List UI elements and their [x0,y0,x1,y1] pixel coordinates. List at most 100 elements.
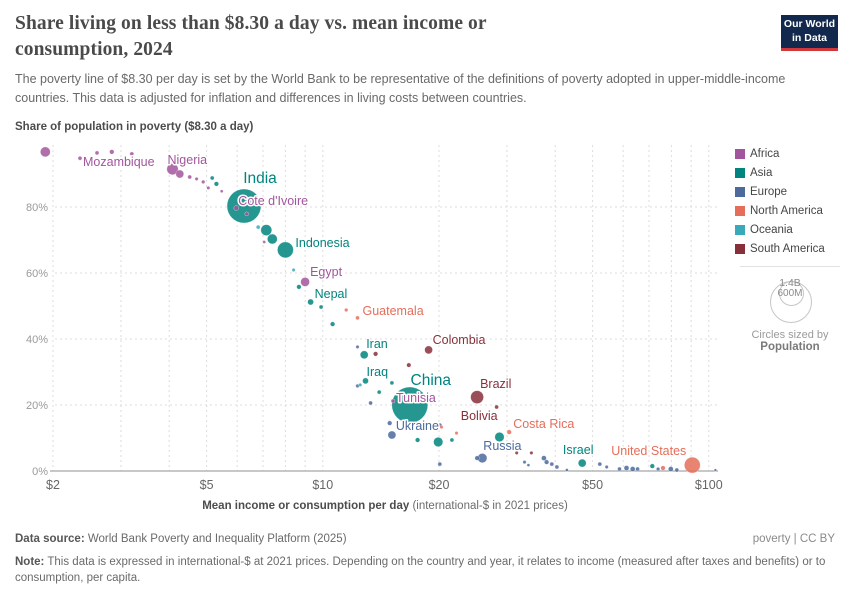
data-point-europe[interactable] [522,460,527,464]
data-point-africa[interactable] [150,160,155,166]
data-point-europe[interactable] [526,463,531,467]
data-point-south-america[interactable] [373,351,379,357]
data-point-africa[interactable] [201,179,206,184]
data-point-europe[interactable] [387,420,393,426]
data-point-asia[interactable] [330,321,336,327]
country-label-mozambique: Mozambique [83,155,155,169]
data-point-north-america[interactable] [344,308,349,312]
data-point-europe[interactable] [474,455,480,461]
data-point-nepal[interactable] [307,298,314,306]
data-point-europe[interactable] [713,468,717,472]
data-point-south-america[interactable] [406,362,412,368]
data-point-north-america[interactable] [439,425,444,429]
data-point-asia[interactable] [449,437,455,443]
data-point-asia[interactable] [389,380,395,386]
legend-item-north-america[interactable]: North America [735,205,825,217]
x-tick-label: $50 [582,478,603,492]
data-point-europe[interactable] [635,466,640,472]
legend-item-south-america[interactable]: South America [735,243,825,255]
data-point-north-america[interactable] [660,465,666,471]
data-point-oceania[interactable] [358,383,363,387]
data-point-oceania[interactable] [291,268,296,272]
data-point-ukraine[interactable] [387,430,397,440]
data-point-africa[interactable] [187,174,192,180]
data-point-asia[interactable] [377,389,382,395]
data-point-europe[interactable] [617,466,622,472]
data-point-africa[interactable] [244,211,249,217]
data-point-egypt[interactable] [300,277,310,287]
data-point-north-america[interactable] [454,431,459,435]
data-point-africa[interactable] [40,146,51,158]
data-point-tunisia[interactable] [390,398,396,404]
data-point-oceania[interactable] [256,224,261,230]
data-point-china[interactable] [391,386,428,424]
data-point-south-america[interactable] [529,451,534,455]
data-point-asia[interactable] [318,304,324,310]
data-point-cote-d-ivoire[interactable] [233,205,239,211]
license-link[interactable]: poverty | CC BY [752,533,835,545]
data-point-asia[interactable] [210,175,215,181]
legend-item-oceania[interactable]: Oceania [735,224,825,236]
data-point-europe[interactable] [541,455,547,461]
country-label-russia: Russia [483,439,521,453]
data-point-iran[interactable] [360,350,369,359]
size-legend-small-circle [778,281,804,306]
data-point-europe[interactable] [355,345,360,349]
data-point-europe[interactable] [656,467,661,471]
data-point-south-america[interactable] [410,395,414,399]
country-label-costa-rica: Costa Rica [513,417,574,431]
data-point-costa-rica[interactable] [506,429,512,435]
data-point-colombia[interactable] [424,345,433,355]
data-point-africa[interactable] [206,186,211,190]
data-point-africa[interactable] [175,169,184,179]
data-point-africa[interactable] [129,151,134,157]
y-tick-label: 20% [26,400,48,412]
data-point-asia[interactable] [494,432,505,442]
data-point-africa[interactable] [194,177,199,181]
country-label-china: China [411,372,452,389]
data-point-asia[interactable] [649,463,655,469]
data-point-europe[interactable] [630,466,636,472]
data-point-asia[interactable] [433,437,444,447]
legend-item-europe[interactable]: Europe [735,186,825,198]
data-point-united-states[interactable] [684,456,701,474]
data-point-south-america[interactable] [514,451,519,455]
owid-logo[interactable]: Our World in Data [781,15,838,51]
data-point-nigeria[interactable] [166,163,179,175]
data-point-europe[interactable] [674,467,679,473]
data-point-asia[interactable] [385,375,390,379]
data-point-africa[interactable] [220,189,224,193]
data-point-europe[interactable] [565,468,569,472]
data-point-africa[interactable] [403,395,407,399]
data-point-asia[interactable] [213,181,219,187]
data-point-europe[interactable] [544,459,550,465]
data-point-africa[interactable] [94,150,100,156]
data-point-guatemala[interactable] [355,315,360,321]
size-legend-small-label: 600M [777,288,803,299]
data-point-indonesia[interactable] [277,241,294,259]
data-point-europe[interactable] [437,461,442,467]
data-point-india[interactable] [226,188,262,224]
legend-item-asia[interactable]: Asia [735,167,825,179]
data-point-bolivia[interactable] [494,404,499,410]
data-point-mozambique[interactable] [77,156,83,161]
data-point-iraq[interactable] [362,377,369,385]
data-point-europe[interactable] [623,465,630,471]
data-point-europe[interactable] [368,400,373,406]
data-point-europe[interactable] [554,464,560,470]
data-point-europe[interactable] [668,466,674,472]
data-point-africa[interactable] [262,240,266,244]
data-point-europe[interactable] [549,461,554,467]
country-label-guatemala: Guatemala [363,304,424,318]
data-point-asia[interactable] [267,233,278,245]
data-point-brazil[interactable] [470,390,484,404]
legend-item-africa[interactable]: Africa [735,148,825,160]
data-point-israel[interactable] [578,458,587,468]
data-point-africa[interactable] [109,149,115,155]
data-point-asia[interactable] [260,224,272,236]
data-point-asia[interactable] [415,437,421,443]
data-point-europe[interactable] [597,461,602,467]
data-point-asia[interactable] [296,284,302,290]
data-point-europe[interactable] [604,465,609,469]
